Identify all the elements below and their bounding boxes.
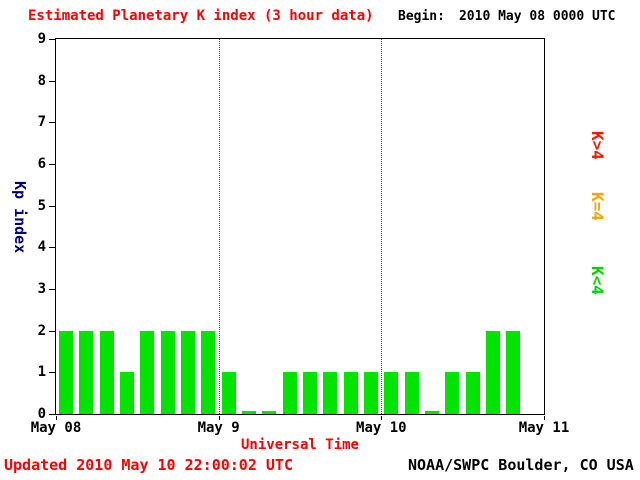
y-tick-label: 6 — [37, 156, 46, 172]
kp-bar — [485, 330, 501, 414]
y-tick-label: 5 — [37, 197, 46, 214]
day-separator-line — [218, 39, 220, 414]
y-tick-mark — [49, 330, 55, 332]
y-tick-label: 4 — [37, 239, 46, 256]
y-tick-mark — [49, 164, 55, 165]
x-tick-mark — [56, 416, 57, 420]
kp-bar — [99, 330, 114, 414]
kp-bar — [343, 372, 358, 414]
y-tick-label: 9 — [37, 31, 46, 47]
day-separator-line — [381, 39, 383, 414]
x-tick-mark — [218, 416, 220, 420]
kp-bar — [119, 372, 135, 414]
credit-text: NOAA/SWPC Boulder, CO USA — [408, 456, 634, 474]
x-tick-label: May 9 — [197, 420, 240, 436]
kp-bar — [506, 330, 521, 414]
y-tick-mark — [49, 372, 55, 374]
kp-bar — [262, 411, 277, 414]
kp-bar — [79, 330, 94, 414]
x-tick-label: May 11 — [518, 420, 570, 436]
kp-bar — [445, 372, 460, 414]
y-tick-label: 2 — [37, 322, 46, 339]
y-tick-mark — [49, 247, 55, 249]
kp-bar — [302, 372, 318, 414]
x-tick-label: May 08 — [30, 420, 82, 436]
kp-bar — [384, 372, 399, 414]
kp-bar — [221, 372, 236, 414]
y-tick-label: 1 — [37, 364, 46, 381]
y-tick-label: 3 — [37, 281, 46, 297]
kp-bar — [58, 330, 74, 414]
kp-bar — [140, 330, 155, 414]
y-tick-mark — [49, 39, 55, 40]
kp-bar — [282, 372, 297, 414]
kp-bar — [201, 330, 216, 414]
kp-bar — [424, 411, 440, 414]
y-tick-label: 0 — [37, 406, 46, 422]
kp-bar — [160, 330, 175, 414]
kp-bar — [241, 411, 257, 414]
x-tick-mark — [544, 416, 545, 420]
y-tick-label: 8 — [37, 72, 46, 89]
y-tick-mark — [49, 289, 55, 290]
legend-item: K>4 — [588, 131, 607, 160]
x-tick-label: May 10 — [356, 420, 407, 436]
kp-bar — [323, 372, 338, 414]
y-tick-mark — [49, 205, 55, 207]
kp-bar — [180, 330, 196, 414]
x-tick-mark — [381, 416, 383, 420]
y-tick-label: 7 — [37, 114, 46, 131]
y-tick-mark — [49, 80, 55, 82]
chart-title: Estimated Planetary K index (3 hour data… — [28, 8, 374, 24]
legend-item: K=4 — [588, 192, 607, 221]
x-axis-label: Universal Time — [240, 437, 359, 453]
updated-timestamp: Updated 2010 May 10 22:00:02 UTC — [4, 456, 293, 474]
kp-bar — [465, 372, 480, 414]
kp-bar — [404, 372, 419, 414]
y-tick-mark — [49, 122, 55, 124]
legend-item: K<4 — [588, 266, 607, 295]
kp-bar — [363, 372, 379, 414]
y-tick-mark — [49, 414, 55, 415]
plot-area — [55, 38, 545, 415]
begin-value: 2010 May 08 0000 UTC — [458, 9, 616, 24]
begin-timestamp: Begin: 2010 May 08 0000 UTC — [398, 9, 616, 24]
begin-label: Begin: — [398, 9, 445, 24]
